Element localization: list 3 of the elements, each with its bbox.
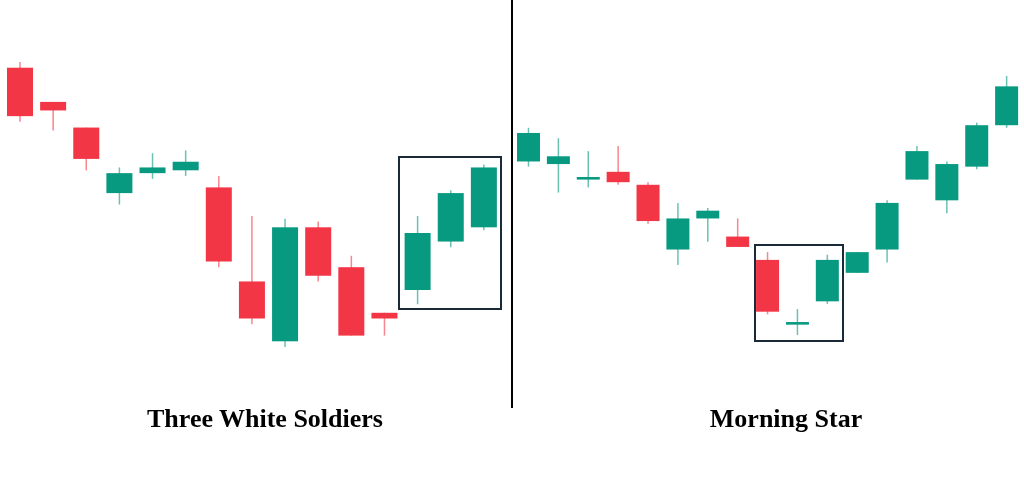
- text: Morning Star: [708, 404, 864, 434]
- text: Three White Soldiers: [146, 404, 384, 434]
- candlestick: [845, 251, 869, 274]
